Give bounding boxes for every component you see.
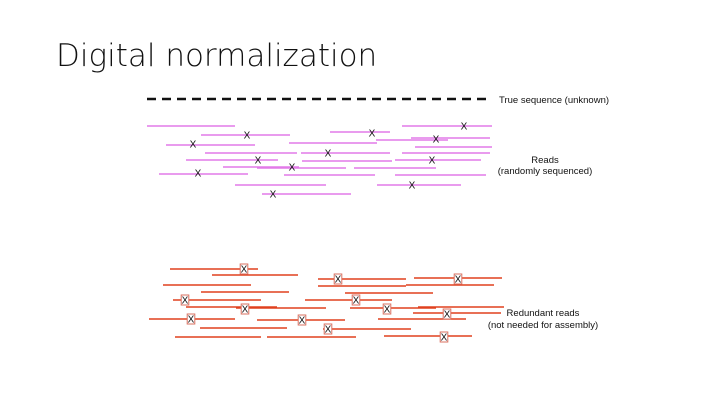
redundant-error-box <box>186 313 196 325</box>
redundant-error-mark: X <box>441 333 448 344</box>
redundant-error-box <box>333 273 343 285</box>
redundant-error-mark: X <box>353 296 360 307</box>
read-error-mark: X <box>255 156 262 167</box>
redundant-error-mark: X <box>325 325 332 336</box>
read-error-mark: X <box>409 181 416 192</box>
redundant-error-mark: X <box>455 275 462 286</box>
redundant-error-box <box>442 308 452 320</box>
redundant-error-mark: X <box>384 305 391 316</box>
redundant-error-box <box>351 294 361 306</box>
redundant-error-mark: X <box>241 265 248 276</box>
read-error-mark: X <box>270 190 277 201</box>
redundant-error-mark: X <box>242 305 249 316</box>
redundant-error-mark: X <box>182 296 189 307</box>
read-error-mark: X <box>369 129 376 140</box>
read-error-mark: X <box>461 122 468 133</box>
slide-title: Digital normalization <box>56 38 378 74</box>
redundant-error-box <box>382 303 392 315</box>
redundant-error-mark: X <box>188 315 195 326</box>
read-error-mark: X <box>429 156 436 167</box>
redundant-error-box <box>240 303 250 315</box>
redundant-error-box <box>239 263 249 275</box>
redundant-error-box <box>439 331 449 343</box>
read-error-mark: X <box>190 140 197 151</box>
read-error-mark: X <box>195 169 202 180</box>
read-error-mark: X <box>325 149 332 160</box>
read-error-mark: X <box>433 135 440 146</box>
redundant-error-box <box>453 273 463 285</box>
redundant-reads-sublabel: (not needed for assembly) <box>488 320 598 331</box>
redundant-error-box <box>297 314 307 326</box>
redundant-error-box <box>323 323 333 335</box>
read-error-mark: X <box>289 163 296 174</box>
redundant-reads-label: Redundant reads <box>507 308 580 319</box>
true-sequence-label: True sequence (unknown) <box>499 95 609 106</box>
redundant-error-mark: X <box>335 275 342 286</box>
read-error-mark: X <box>244 131 251 142</box>
redundant-reads-group: XX XX XX X XX XXX <box>149 263 504 344</box>
redundant-error-box <box>180 294 190 306</box>
redundant-error-mark: X <box>444 310 451 321</box>
reads-sublabel: (randomly sequenced) <box>498 166 593 177</box>
redundant-error-mark: X <box>299 316 306 327</box>
reads-label: Reads <box>531 155 559 166</box>
